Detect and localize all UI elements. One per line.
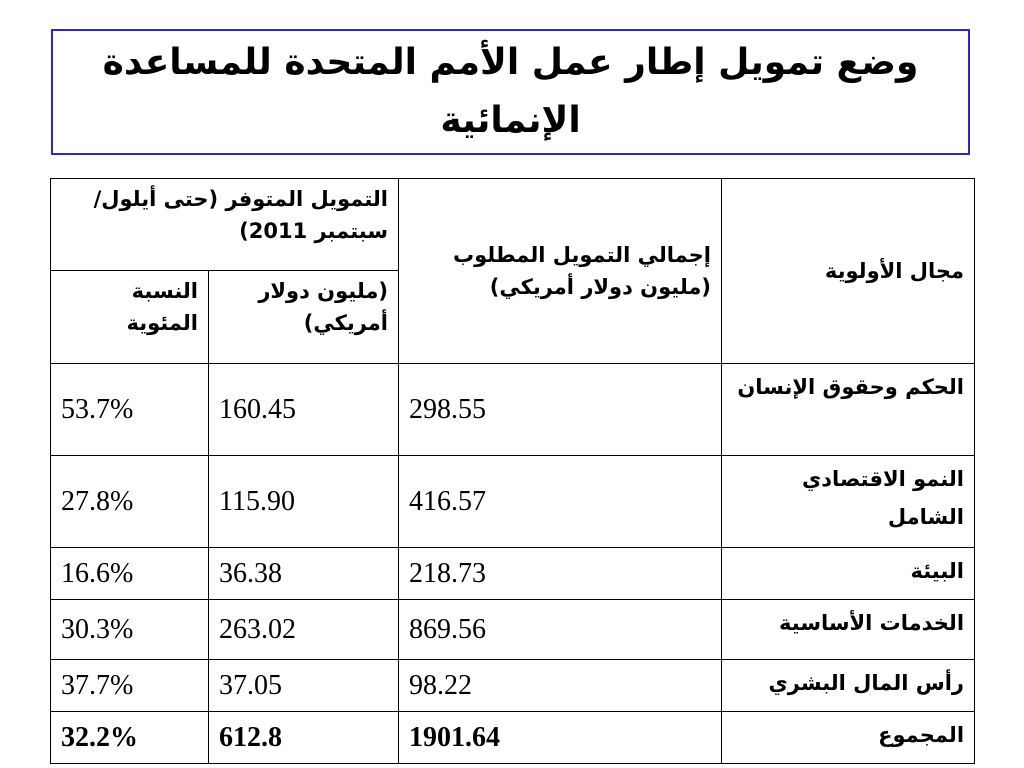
row-available: 37.05: [208, 659, 400, 712]
row-percent: 30.3%: [49, 599, 210, 660]
header-available-usd: (مليون دولار أمريكي): [208, 270, 400, 364]
table-row: الحكم وحقوق الإنسان 298.55 160.45 53.7%: [49, 363, 976, 456]
title-box: وضع تمويل إطار عمل الأمم المتحدة للمساعد…: [51, 29, 970, 155]
row-required: 869.56: [398, 599, 723, 660]
total-row: المجموع 1901.64 612.8 32.2%: [49, 711, 976, 764]
row-percent: 53.7%: [49, 363, 210, 456]
header-percentage: النسبة المئوية: [49, 270, 210, 364]
row-available: 36.38: [208, 547, 400, 600]
row-required: 416.57: [398, 455, 723, 548]
row-percent: 27.8%: [49, 455, 210, 548]
table-row: النمو الاقتصادي الشامل 416.57 115.90 27.…: [49, 455, 976, 548]
row-area: رأس المال البشري: [721, 659, 976, 712]
header-row-1: مجال الأولوية إجمالي التمويل المطلوب (مل…: [49, 178, 976, 364]
row-area: الحكم وحقوق الإنسان: [721, 363, 976, 456]
total-required: 1901.64: [398, 711, 723, 764]
header-total-required: إجمالي التمويل المطلوب (مليون دولار أمري…: [398, 178, 723, 364]
row-required: 298.55: [398, 363, 723, 456]
slide-title: وضع تمويل إطار عمل الأمم المتحدة للمساعد…: [102, 42, 919, 141]
table-row: الخدمات الأساسية 869.56 263.02 30.3%: [49, 599, 976, 660]
funding-table: مجال الأولوية إجمالي التمويل المطلوب (مل…: [49, 178, 976, 764]
row-area: الخدمات الأساسية: [721, 599, 976, 660]
row-available: 263.02: [208, 599, 400, 660]
row-area: البيئة: [721, 547, 976, 600]
header-available-funding: التمويل المتوفر (حتى أيلول/سبتمبر 2011): [49, 178, 400, 271]
total-percent: 32.2%: [49, 711, 210, 764]
row-required: 98.22: [398, 659, 723, 712]
row-percent: 37.7%: [49, 659, 210, 712]
row-area: النمو الاقتصادي الشامل: [721, 455, 976, 548]
row-percent: 16.6%: [49, 547, 210, 600]
header-priority-area: مجال الأولوية: [721, 178, 976, 364]
row-available: 160.45: [208, 363, 400, 456]
total-area: المجموع: [721, 711, 976, 764]
table-row: البيئة 218.73 36.38 16.6%: [49, 547, 976, 600]
row-required: 218.73: [398, 547, 723, 600]
table-row: رأس المال البشري 98.22 37.05 37.7%: [49, 659, 976, 712]
row-available: 115.90: [208, 455, 400, 548]
total-available: 612.8: [208, 711, 400, 764]
